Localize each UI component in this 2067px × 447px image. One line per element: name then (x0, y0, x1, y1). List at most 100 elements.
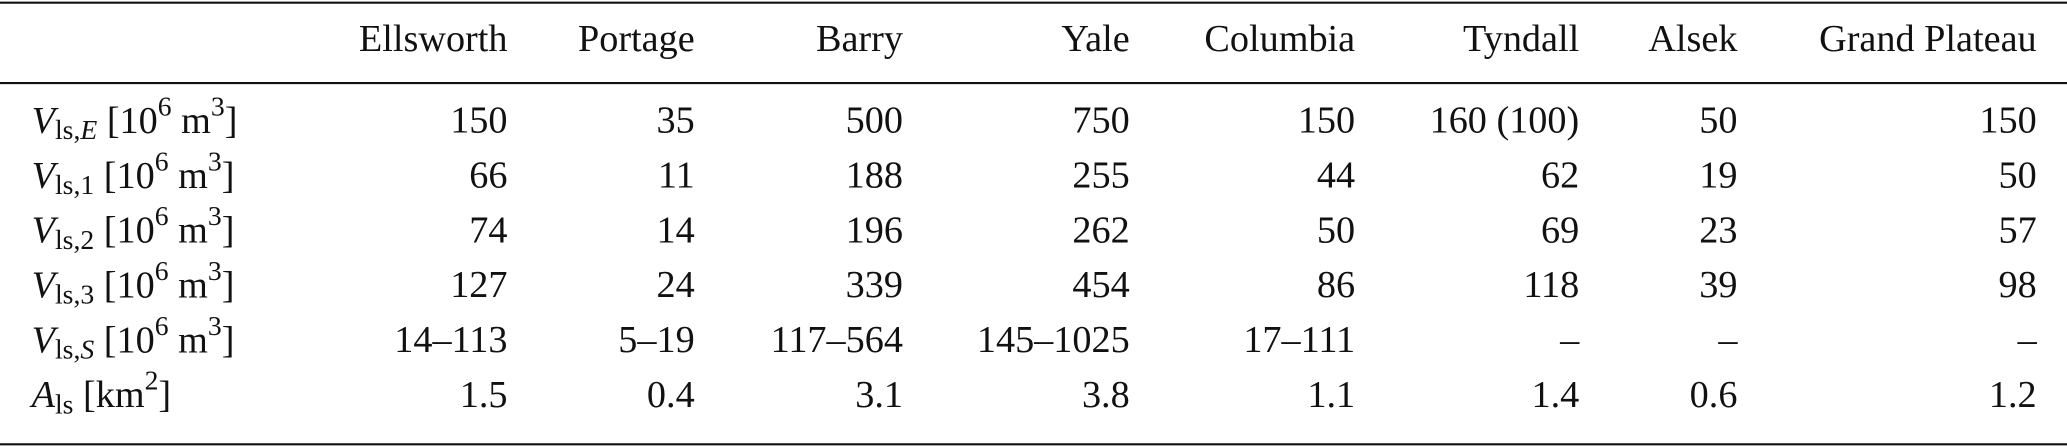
cell: 44 (1317, 155, 1355, 197)
cell: 750 (1072, 100, 1129, 142)
column-header: Columbia (1204, 18, 1355, 60)
column-header: Ellsworth (359, 18, 508, 60)
cell: 0.6 (1690, 374, 1738, 416)
cell: 57 (1998, 209, 2036, 251)
cell: 117–564 (771, 319, 903, 361)
cell: 454 (1072, 264, 1129, 306)
cell: 196 (846, 209, 903, 251)
label-part: 3 (208, 146, 222, 177)
row-label: Vls,S [106 m3] (32, 310, 235, 365)
cell: 35 (656, 100, 694, 142)
label-part: m (169, 209, 209, 251)
label-part: m (169, 155, 209, 197)
label-part: 3 (208, 310, 222, 341)
label-part: V (32, 319, 60, 361)
label-part: m (172, 100, 212, 142)
cell: 3.8 (1082, 374, 1130, 416)
label-part: E (79, 115, 97, 146)
cell: 50 (1317, 209, 1355, 251)
label-part: V (32, 209, 60, 251)
label-part: V (32, 100, 60, 142)
cell: 150 (1979, 100, 2036, 142)
label-part: ls, (55, 334, 80, 365)
label-part: [10 (94, 155, 155, 197)
cell: 145–1025 (977, 319, 1130, 361)
label-part: ls (55, 389, 73, 420)
cell: 1.1 (1307, 374, 1355, 416)
label-part: [10 (94, 319, 155, 361)
cell: 1.2 (1989, 374, 2037, 416)
label-part: [km (73, 374, 144, 416)
cell: 98 (1998, 264, 2036, 306)
cell: 150 (1298, 100, 1355, 142)
label-part: ls,3 (55, 279, 94, 310)
label-part: ls,1 (55, 169, 94, 200)
cell: 74 (469, 209, 507, 251)
label-part: 6 (155, 146, 169, 177)
label-part: 3 (208, 255, 222, 286)
column-header: Alsek (1648, 18, 1738, 60)
row-label: Als [km2] (29, 365, 172, 420)
label-part: 3 (211, 91, 225, 122)
label-part: A (29, 374, 56, 416)
cell: 0.4 (647, 374, 695, 416)
label-part: S (80, 334, 94, 365)
label-part: V (32, 155, 60, 197)
cell: 500 (846, 100, 903, 142)
label-part: 6 (155, 201, 169, 232)
cell: 255 (1072, 155, 1129, 197)
cell: 188 (846, 155, 903, 197)
cell: 17–111 (1243, 319, 1355, 361)
cell: 339 (846, 264, 903, 306)
label-part: 6 (158, 91, 172, 122)
cell: 50 (1699, 100, 1737, 142)
row-label: Vls,1 [106 m3] (32, 146, 235, 201)
cell: 5–19 (618, 319, 694, 361)
cell: 3.1 (855, 374, 903, 416)
cell: 86 (1317, 264, 1355, 306)
cell: 66 (469, 155, 507, 197)
column-header: Portage (578, 18, 695, 60)
label-part: [10 (94, 209, 155, 251)
cell: 150 (450, 100, 507, 142)
label-part: 6 (155, 310, 169, 341)
cell: 127 (450, 264, 507, 306)
cell: 69 (1541, 209, 1579, 251)
label-part: [10 (94, 264, 155, 306)
cell: 62 (1541, 155, 1579, 197)
label-part: ] (222, 264, 235, 306)
cell: – (1559, 319, 1580, 361)
label-part: 3 (208, 201, 222, 232)
label-part: [10 (97, 100, 158, 142)
cell: 14 (656, 209, 694, 251)
cell: 23 (1699, 209, 1737, 251)
label-part: ] (222, 209, 235, 251)
label-part: ls,2 (55, 224, 94, 255)
row-label: Vls,E [106 m3] (32, 91, 238, 146)
cell: 19 (1699, 155, 1737, 197)
column-header: Grand Plateau (1819, 18, 2037, 60)
cell: – (1717, 319, 1738, 361)
label-part: 2 (145, 365, 159, 396)
cell: 262 (1072, 209, 1129, 251)
label-part: ] (158, 374, 171, 416)
label-part: ] (222, 319, 235, 361)
label-part: ] (225, 100, 238, 142)
label-part: m (169, 319, 209, 361)
cell: 39 (1699, 264, 1737, 306)
label-part: ls, (55, 115, 80, 146)
row-label: Vls,2 [106 m3] (32, 201, 235, 256)
cell: 14–113 (394, 319, 507, 361)
column-header: Barry (816, 18, 903, 60)
cell: 1.4 (1531, 374, 1579, 416)
cell: 11 (658, 155, 695, 197)
label-part: V (32, 264, 60, 306)
cell: 160 (100) (1430, 100, 1580, 142)
cell: – (2017, 319, 2038, 361)
row-label: Vls,3 [106 m3] (32, 255, 235, 310)
column-header: Tyndall (1463, 18, 1579, 60)
cell: 118 (1523, 264, 1579, 306)
cell: 1.5 (460, 374, 508, 416)
